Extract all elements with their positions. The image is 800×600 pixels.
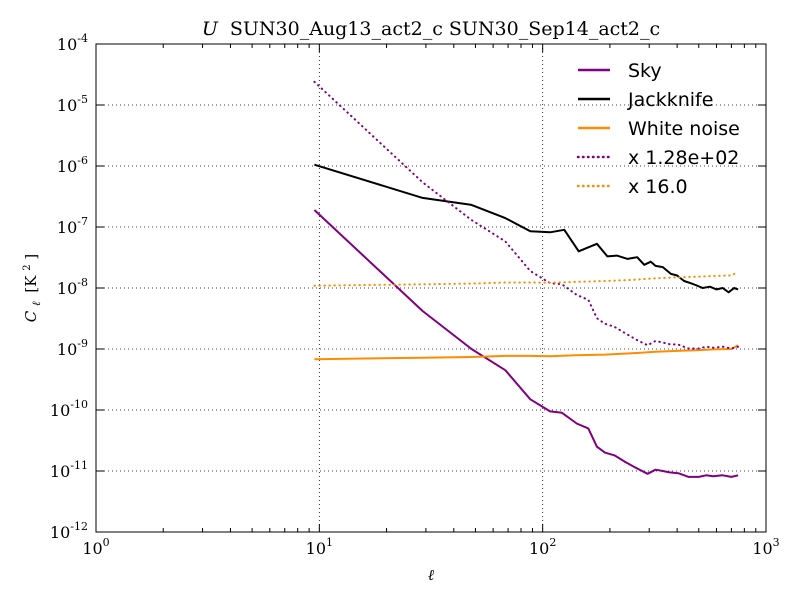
legend: Sky Jackknife White noise x 1.28e+02 x 16.0 bbox=[576, 60, 740, 198]
series-line-4 bbox=[313, 270, 740, 287]
legend-label-3: x 1.28e+02 bbox=[628, 147, 739, 169]
chart-title-rest: SUN30_Aug13_act2_c SUN30_Sep14_act2_c bbox=[230, 18, 660, 40]
y-axis-label-symbol: C bbox=[22, 310, 40, 322]
series-line-2 bbox=[314, 344, 739, 361]
y-axis-label: C ℓ [K 2 ] bbox=[16, 254, 44, 323]
y-tick-label: 10-5 bbox=[57, 93, 88, 115]
grid bbox=[96, 44, 766, 532]
x-tick-label: 103 bbox=[752, 536, 779, 558]
chart-title-prefix: U bbox=[202, 18, 219, 40]
legend-label-1: Jackknife bbox=[627, 89, 713, 111]
y-tick-label: 10-6 bbox=[57, 154, 88, 176]
tick-labels: 100 101 102 103 10-12 10-11 10-10 10-9 10-8 10-7 1… bbox=[50, 32, 780, 558]
x-tick-label: 100 bbox=[82, 536, 109, 558]
legend-label-4: x 16.0 bbox=[628, 176, 688, 198]
y-axis-label-unit-sup: 2 bbox=[22, 264, 33, 270]
y-axis-label-unit-close: ] bbox=[22, 254, 40, 260]
y-tick-label: 10-12 bbox=[50, 520, 88, 542]
legend-label-2: White noise bbox=[628, 118, 740, 140]
y-tick-label: 10-11 bbox=[50, 459, 88, 481]
series-line-0 bbox=[313, 209, 739, 478]
y-tick-label: 10-8 bbox=[57, 276, 88, 298]
legend-label-0: Sky bbox=[628, 60, 662, 82]
plot-series bbox=[313, 80, 740, 478]
ticks bbox=[95, 43, 767, 533]
y-axis-label-subscript: ℓ bbox=[30, 301, 43, 306]
x-tick-label: 102 bbox=[529, 536, 556, 558]
series-line-1 bbox=[314, 163, 739, 294]
y-axis-label-unit: [K bbox=[22, 275, 40, 293]
x-axis-label: ℓ bbox=[428, 566, 434, 584]
y-tick-label: 10-4 bbox=[57, 32, 88, 54]
x-tick-label: 101 bbox=[306, 536, 333, 558]
chart-title: U SUN30_Aug13_act2_c SUN30_Sep14_act2_c bbox=[202, 18, 660, 40]
y-tick-label: 10-10 bbox=[50, 398, 88, 420]
y-tick-label: 10-7 bbox=[57, 215, 88, 237]
y-tick-label: 10-9 bbox=[57, 337, 88, 359]
